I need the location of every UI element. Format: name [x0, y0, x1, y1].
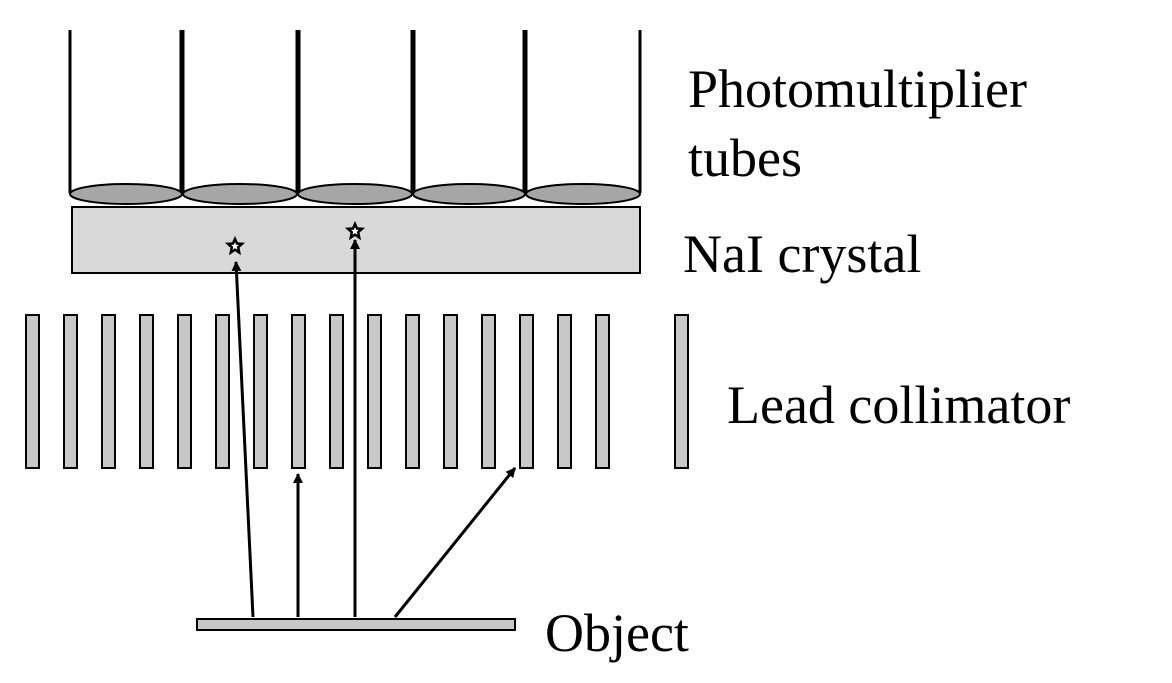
- photomultiplier-tubes: [68, 30, 642, 205]
- collimator-septum: [367, 314, 382, 469]
- collimator-label: Lead collimator: [727, 375, 1070, 435]
- star-icon: [224, 235, 246, 256]
- collimator-septum: [481, 314, 496, 469]
- star-icon: [344, 220, 366, 241]
- collimator-septum: [177, 314, 192, 469]
- photomultiplier-label-line2: tubes: [688, 128, 802, 188]
- collimator-septum: [101, 314, 116, 469]
- collimator-septum: [253, 314, 268, 469]
- collimator-septum: [25, 314, 40, 469]
- gamma-ray-arrow: [231, 261, 255, 618]
- object-label: Object: [545, 603, 689, 663]
- lead-collimator: [25, 314, 689, 469]
- crystal-label: NaI crystal: [683, 224, 921, 284]
- pmt-face: [69, 183, 183, 205]
- collimator-septum: [139, 314, 154, 469]
- collimator-septum: [674, 314, 689, 469]
- pmt-face: [525, 183, 641, 205]
- collimator-septum: [215, 314, 230, 469]
- pmt-face: [412, 183, 526, 205]
- collimator-septum: [443, 314, 458, 469]
- pmt-face: [182, 183, 298, 205]
- collimator-septum: [557, 314, 572, 469]
- object-source: [196, 618, 516, 631]
- collimator-septum: [405, 314, 420, 469]
- photomultiplier-label-line1: Photomultiplier: [688, 59, 1027, 119]
- collimator-septum: [329, 314, 344, 469]
- gamma-rays: [231, 239, 517, 618]
- collimator-septum: [595, 314, 610, 469]
- collimator-septum: [63, 314, 78, 469]
- collimator-septum: [291, 314, 306, 469]
- gamma-ray-arrow: [393, 467, 517, 618]
- collimator-septum: [519, 314, 534, 469]
- pmt-face: [297, 183, 413, 205]
